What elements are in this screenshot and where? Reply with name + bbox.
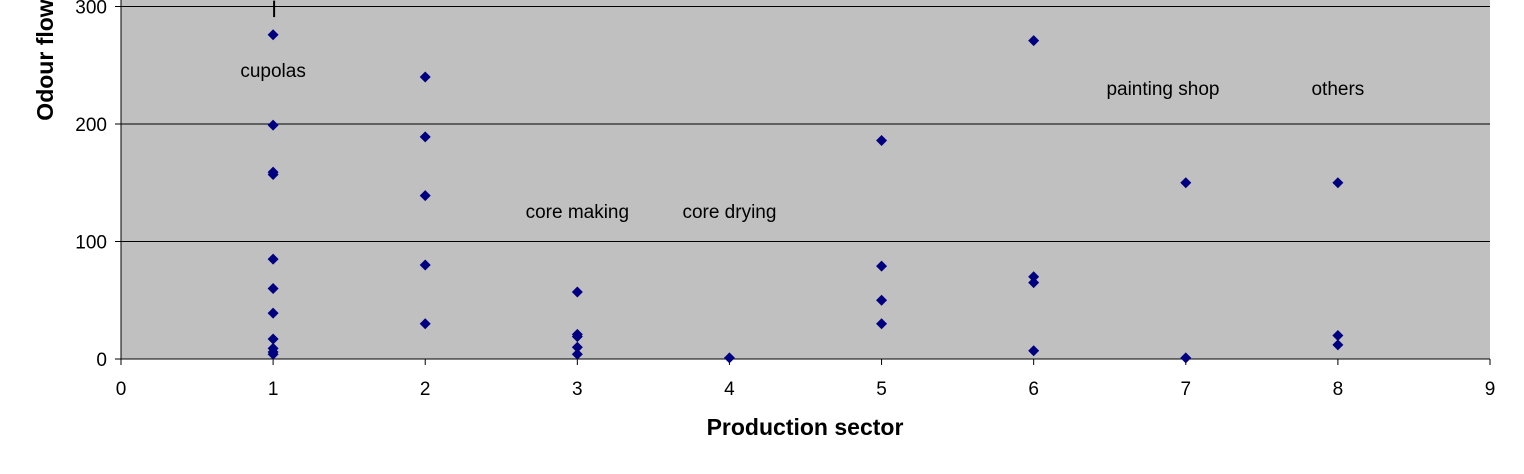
annotation-label: others — [1311, 79, 1364, 100]
x-tick-label: 0 — [116, 379, 127, 400]
data-point — [1028, 277, 1040, 289]
y-tick-label: 100 — [75, 233, 107, 254]
data-points — [267, 29, 1344, 364]
data-point — [419, 318, 431, 330]
data-point — [267, 29, 279, 41]
x-tick-label: 2 — [420, 379, 431, 400]
data-point — [1332, 330, 1344, 341]
data-point — [571, 286, 583, 298]
data-point — [267, 119, 279, 131]
x-tick-label: 4 — [724, 379, 735, 400]
data-point — [876, 294, 888, 306]
data-point — [267, 333, 279, 345]
data-point — [267, 169, 279, 181]
data-point — [876, 260, 888, 272]
x-tick-label: 8 — [1333, 379, 1344, 400]
data-point — [876, 318, 888, 330]
data-point — [1332, 177, 1344, 189]
data-point — [1028, 35, 1040, 47]
data-point — [267, 253, 279, 265]
data-point — [1180, 177, 1192, 189]
x-tick-label: 3 — [572, 379, 583, 400]
data-point — [571, 331, 583, 343]
data-point — [267, 348, 279, 360]
annotation-label: core drying — [682, 202, 776, 223]
data-point — [419, 131, 431, 143]
data-point — [1180, 352, 1192, 364]
x-tick-label: 6 — [1028, 379, 1039, 400]
annotations: cupolas core making core drying painting sh… — [240, 61, 1364, 223]
data-point — [876, 134, 888, 146]
data-point — [723, 352, 735, 364]
gridlines — [121, 6, 1490, 242]
plot-area — [121, 0, 1490, 359]
data-point — [419, 71, 431, 83]
y-axis-title: Odour flow — [32, 0, 58, 121]
annotation-label: cupolas — [240, 61, 306, 82]
data-point — [419, 259, 431, 271]
y-tick-label: 200 — [75, 115, 107, 136]
data-point — [571, 341, 583, 353]
data-point — [1028, 345, 1040, 357]
y-tick-labels: 0 100 200 300 — [75, 0, 107, 371]
y-tick-label: 300 — [75, 0, 107, 19]
x-tick-label: 7 — [1180, 379, 1191, 400]
x-tick-label: 9 — [1485, 379, 1496, 400]
x-axis-title: Production sector — [707, 414, 904, 440]
data-point — [419, 190, 431, 202]
data-point — [1332, 339, 1344, 351]
data-point — [1028, 271, 1040, 283]
annotation-label: core making — [526, 202, 630, 223]
data-point — [267, 307, 279, 319]
data-point — [267, 283, 279, 294]
x-tick-label: 5 — [876, 379, 887, 400]
x-tick-label: 1 — [268, 379, 279, 400]
x-tick-labels: 0 1 2 3 4 5 6 7 8 9 — [116, 379, 1496, 400]
annotation-label: painting shop — [1106, 79, 1219, 100]
data-point — [571, 348, 583, 360]
y-tick-label: 0 — [96, 350, 107, 371]
